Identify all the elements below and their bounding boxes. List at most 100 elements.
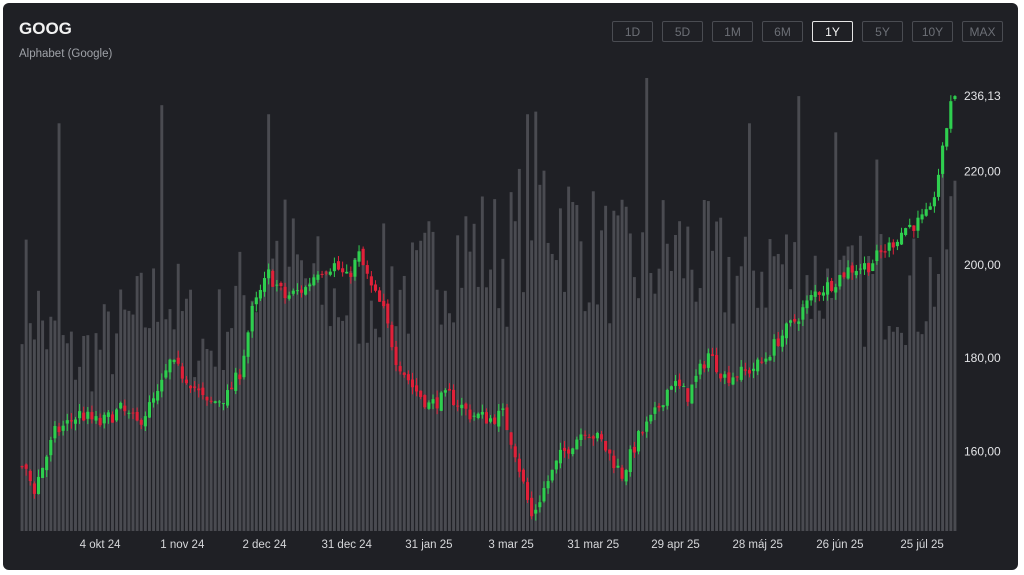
volume-bar bbox=[542, 170, 546, 531]
volume-bar bbox=[448, 313, 451, 531]
candle-down bbox=[98, 417, 102, 426]
y-tick-label: 160,00 bbox=[964, 445, 1001, 459]
volume-bar bbox=[24, 239, 28, 531]
candle-down bbox=[591, 436, 595, 439]
candle-up bbox=[636, 431, 641, 452]
volume-bar bbox=[493, 199, 497, 532]
volume-bar bbox=[209, 350, 213, 531]
candle-down bbox=[891, 242, 895, 248]
volume-bar bbox=[176, 263, 180, 531]
volume-bar bbox=[776, 253, 780, 531]
range-selector: 1D 5D 1M 6M 1Y 5Y 10Y MAX bbox=[612, 21, 1003, 42]
candle-down bbox=[447, 389, 452, 391]
range-button-5y[interactable]: 5Y bbox=[862, 21, 903, 42]
candle-down bbox=[509, 432, 513, 445]
volume-bar bbox=[131, 314, 135, 531]
candles bbox=[20, 95, 957, 521]
candle-down bbox=[493, 417, 497, 424]
candle-up bbox=[862, 263, 867, 270]
candle-up bbox=[558, 449, 562, 464]
candle-down bbox=[184, 379, 188, 384]
volume-bar bbox=[221, 370, 225, 531]
volume-bar bbox=[361, 257, 365, 531]
candle-up bbox=[254, 297, 258, 305]
candle-up bbox=[304, 287, 308, 295]
volume-bar bbox=[197, 360, 201, 531]
volume-bar bbox=[164, 319, 168, 531]
candle-up bbox=[949, 101, 953, 129]
candle-up bbox=[78, 411, 82, 419]
volume-bar bbox=[756, 307, 760, 531]
candle-up bbox=[328, 271, 332, 275]
range-button-1m[interactable]: 1M bbox=[712, 21, 753, 42]
candle-up bbox=[275, 284, 279, 286]
volume-bar bbox=[875, 159, 879, 532]
candle-up bbox=[488, 418, 493, 422]
candle-up bbox=[213, 401, 217, 403]
candle-down bbox=[604, 440, 608, 451]
candle-down bbox=[378, 290, 382, 302]
candle-up bbox=[460, 404, 464, 409]
candle-up bbox=[168, 359, 172, 373]
candle-down bbox=[279, 282, 283, 287]
volume-bar bbox=[263, 285, 266, 531]
candle-up bbox=[65, 420, 69, 424]
volume-bar bbox=[879, 234, 883, 532]
volume-bar bbox=[645, 78, 649, 531]
candle-up bbox=[653, 407, 657, 414]
candle-up bbox=[904, 228, 908, 235]
candle-up bbox=[756, 359, 760, 372]
candle-up bbox=[752, 368, 756, 371]
range-button-10y[interactable]: 10Y bbox=[912, 21, 953, 42]
range-button-max[interactable]: MAX bbox=[962, 21, 1003, 42]
volume-bar bbox=[258, 298, 262, 531]
candle-up bbox=[49, 439, 53, 456]
candle-down bbox=[230, 387, 234, 390]
volume-bar bbox=[908, 275, 912, 531]
volume-bar bbox=[406, 333, 410, 531]
candle-up bbox=[45, 456, 49, 471]
candle-down bbox=[464, 403, 468, 409]
candle-up bbox=[616, 465, 620, 468]
candle-up bbox=[928, 206, 932, 210]
volume-bar bbox=[550, 253, 554, 531]
volume-bar bbox=[452, 322, 456, 531]
candle-up bbox=[73, 419, 78, 424]
volume-bar bbox=[887, 325, 891, 531]
candle-down bbox=[567, 449, 571, 454]
candle-down bbox=[386, 303, 390, 324]
candle-up bbox=[941, 145, 945, 174]
candle-up bbox=[690, 384, 694, 404]
volume-bar bbox=[686, 226, 690, 531]
candle-down bbox=[135, 411, 139, 421]
candle-up bbox=[41, 467, 45, 478]
candle-up bbox=[102, 414, 106, 424]
volume-bar bbox=[468, 251, 472, 531]
candle-up bbox=[698, 363, 702, 375]
volume-bar bbox=[427, 221, 431, 532]
volume-bar bbox=[57, 123, 61, 532]
volume-bar bbox=[123, 309, 127, 531]
candle-down bbox=[193, 386, 197, 388]
volume-bar bbox=[378, 337, 382, 531]
candle-down bbox=[743, 369, 747, 371]
candle-up bbox=[673, 381, 678, 386]
candle-down bbox=[657, 405, 661, 408]
volume-bar bbox=[727, 256, 731, 531]
range-button-1d[interactable]: 1D bbox=[612, 21, 653, 42]
volume-bar bbox=[49, 316, 53, 531]
volume-bar bbox=[521, 292, 525, 531]
candle-up bbox=[538, 502, 542, 508]
candle-down bbox=[517, 458, 521, 472]
volume-bar bbox=[213, 366, 217, 531]
range-button-6m[interactable]: 6M bbox=[762, 21, 803, 42]
volume-bar bbox=[37, 290, 40, 531]
range-button-5d[interactable]: 5D bbox=[662, 21, 703, 42]
candle-down bbox=[710, 354, 715, 356]
volume-bar bbox=[295, 254, 299, 531]
candle-up bbox=[119, 402, 123, 409]
range-button-1y[interactable]: 1Y bbox=[812, 21, 853, 42]
candle-up bbox=[316, 274, 320, 280]
y-tick-label: 180,00 bbox=[964, 351, 1001, 365]
